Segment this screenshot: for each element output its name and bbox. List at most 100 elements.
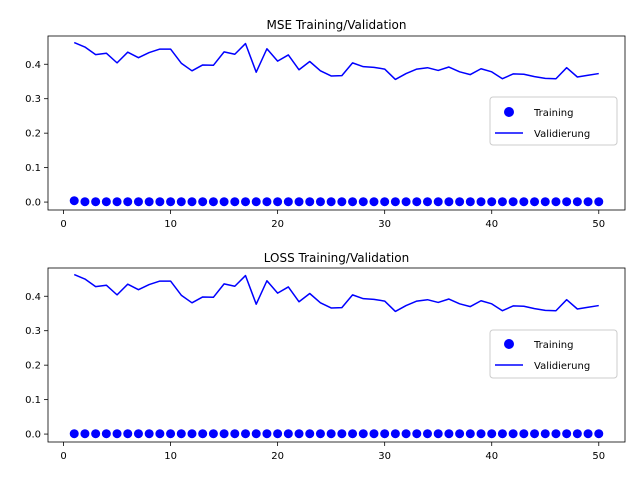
data-point-training: [583, 197, 593, 207]
x-tick-label: 50: [592, 219, 605, 230]
data-point-training: [380, 429, 390, 439]
data-point-training: [80, 197, 90, 207]
data-point-training: [69, 429, 79, 439]
data-point-training: [433, 429, 443, 439]
data-point-training: [133, 197, 143, 207]
axes-frame: [47, 35, 626, 211]
legend-label-validierung: Validierung: [534, 129, 590, 140]
data-point-training: [390, 429, 400, 439]
data-point-training: [422, 429, 432, 439]
legend-label-training: Training: [533, 340, 573, 351]
data-point-training: [144, 429, 154, 439]
chart-loss: LOSS Training/Validation 0 10 20 30 40 50 0.0 0…: [25, 251, 626, 462]
y-tick-label: 0.0: [25, 430, 41, 441]
x-tick-label: 50: [592, 451, 605, 462]
data-point-training: [390, 197, 400, 207]
data-point-training: [112, 197, 122, 207]
data-point-training: [497, 429, 507, 439]
data-point-training: [273, 197, 283, 207]
data-point-training: [326, 429, 336, 439]
data-point-training: [123, 197, 133, 207]
data-point-training: [358, 429, 368, 439]
data-point-training: [369, 197, 379, 207]
data-point-training: [465, 429, 475, 439]
x-tick-label: 30: [378, 451, 391, 462]
chart-title: MSE Training/Validation: [266, 18, 406, 32]
data-point-training: [219, 429, 229, 439]
data-point-training: [572, 197, 582, 207]
data-point-training: [251, 429, 261, 439]
data-point-training: [412, 197, 422, 207]
data-point-training: [594, 429, 604, 439]
data-point-training: [219, 197, 229, 207]
chart-title: LOSS Training/Validation: [264, 251, 409, 265]
data-point-training: [476, 429, 486, 439]
data-point-training: [508, 429, 518, 439]
data-point-training: [444, 197, 454, 207]
data-point-training: [187, 429, 197, 439]
data-point-training: [230, 197, 240, 207]
data-point-training: [315, 429, 325, 439]
data-point-training: [594, 197, 604, 207]
data-point-training: [326, 197, 336, 207]
data-point-training: [530, 197, 540, 207]
data-point-training: [497, 197, 507, 207]
data-point-training: [251, 197, 261, 207]
data-point-training: [283, 197, 293, 207]
data-point-training: [198, 429, 208, 439]
x-tick-label: 40: [485, 451, 498, 462]
data-point-training: [187, 197, 197, 207]
y-tick-label: 0.4: [25, 60, 41, 71]
data-point-training: [337, 429, 347, 439]
data-point-training: [412, 429, 422, 439]
data-point-training: [123, 429, 133, 439]
data-point-training: [401, 429, 411, 439]
data-point-training: [305, 429, 315, 439]
data-point-training: [530, 429, 540, 439]
data-point-training: [91, 429, 101, 439]
axes-frame: [47, 267, 626, 443]
data-point-training: [401, 197, 411, 207]
series-line-validierung: [73, 41, 599, 81]
legend-marker-training: [504, 339, 514, 349]
y-tick-label: 0.3: [25, 326, 41, 337]
data-point-training: [540, 429, 550, 439]
y-tick-label: 0.2: [25, 361, 41, 372]
data-point-training: [69, 196, 79, 206]
x-tick-label: 0: [60, 219, 66, 230]
data-point-training: [273, 429, 283, 439]
data-point-training: [166, 197, 176, 207]
data-point-training: [508, 197, 518, 207]
data-point-training: [380, 197, 390, 207]
data-point-training: [358, 197, 368, 207]
legend-label-validierung: Validierung: [534, 361, 590, 372]
data-point-training: [551, 429, 561, 439]
y-tick-label: 0.1: [25, 163, 41, 174]
data-point-training: [315, 197, 325, 207]
data-point-training: [519, 197, 529, 207]
legend-label-training: Training: [533, 108, 573, 119]
data-point-training: [519, 429, 529, 439]
data-point-training: [155, 197, 165, 207]
data-point-training: [572, 429, 582, 439]
data-point-training: [80, 429, 90, 439]
data-point-training: [562, 197, 572, 207]
data-point-training: [262, 197, 272, 207]
data-point-training: [101, 197, 111, 207]
data-point-training: [112, 429, 122, 439]
data-point-training: [208, 429, 218, 439]
data-point-training: [348, 429, 358, 439]
y-tick-label: 0.0: [25, 198, 41, 209]
data-point-training: [198, 197, 208, 207]
legend: Training Validierung: [489, 329, 618, 379]
data-point-training: [487, 197, 497, 207]
data-point-training: [176, 197, 186, 207]
y-tick-label: 0.2: [25, 129, 41, 140]
data-point-training: [455, 429, 465, 439]
data-point-training: [348, 197, 358, 207]
data-point-training: [540, 197, 550, 207]
legend-marker-training: [504, 107, 514, 117]
x-tick-label: 20: [271, 451, 284, 462]
